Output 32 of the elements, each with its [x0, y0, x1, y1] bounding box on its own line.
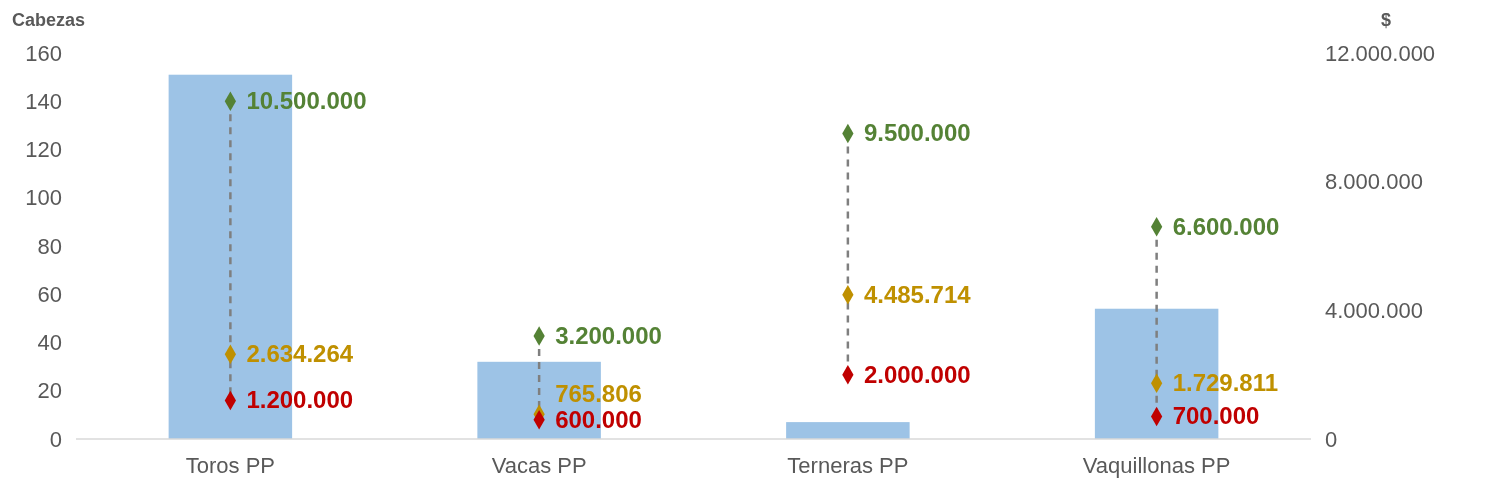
x-tick-label: Terneras PP — [787, 453, 909, 478]
y2-axis-title: $ — [1381, 10, 1392, 30]
x-tick-label: Vacas PP — [491, 453, 587, 478]
data-label: 10.500.000 — [246, 87, 367, 115]
y-tick-label: 140 — [25, 88, 62, 114]
y2-tick-label: 0 — [1325, 426, 1338, 452]
x-tick-label: Vaquillonas PP — [1082, 453, 1231, 478]
data-label: 700.000 — [1172, 402, 1260, 430]
x-tick-label: Toros PP — [185, 453, 276, 478]
data-label: 2.634.264 — [246, 340, 354, 368]
data-label: 1.729.811 — [1172, 369, 1279, 397]
y-tick-label: 80 — [37, 233, 62, 259]
y-tick-label: 160 — [25, 40, 62, 66]
y-tick-label: 120 — [25, 137, 62, 163]
y2-tick-label: 8.000.000 — [1325, 169, 1423, 195]
y-tick-label: 20 — [37, 378, 62, 404]
data-label: 1.200.000 — [246, 386, 354, 414]
bar — [786, 422, 910, 439]
y-tick-label: 0 — [49, 426, 62, 452]
y2-tick-label: 4.000.000 — [1325, 298, 1423, 324]
y-tick-label: 60 — [37, 281, 62, 307]
data-label: 600.000 — [555, 405, 642, 433]
data-label: 9.500.000 — [863, 119, 971, 147]
y-axis-title: Cabezas — [12, 10, 86, 30]
data-label: 6.600.000 — [1172, 212, 1280, 240]
data-label: 2.000.000 — [863, 360, 971, 388]
data-label: 3.200.000 — [555, 322, 662, 350]
y-tick-label: 100 — [25, 185, 62, 211]
y-tick-label: 40 — [37, 330, 62, 356]
data-label: 4.485.714 — [863, 280, 972, 308]
data-label: 765.806 — [555, 379, 642, 407]
y2-tick-label: 12.000.000 — [1325, 40, 1436, 66]
